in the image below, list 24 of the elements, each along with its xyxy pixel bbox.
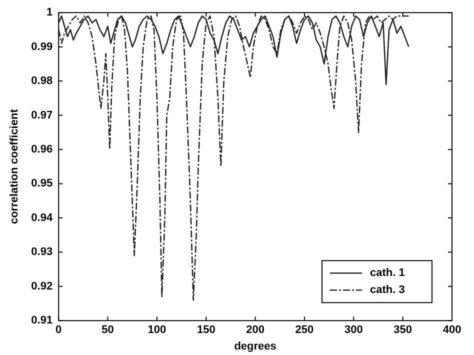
x-tick-label: 200	[246, 324, 264, 336]
legend-label: cath. 3	[370, 284, 405, 296]
y-tick-label: 0.99	[31, 40, 53, 53]
y-axis-title: correlation coefficient	[8, 108, 21, 224]
y-tick-label: 0.95	[31, 178, 53, 190]
y-tick-label: 0.92	[31, 280, 53, 292]
y-tick-label: 0.93	[31, 246, 53, 258]
y-tick-label: 1	[46, 6, 53, 19]
y-tick-label: 0.98	[31, 75, 53, 88]
x-tick-label: 150	[196, 324, 216, 336]
x-tick-label: 400	[442, 324, 462, 336]
x-tick-label: 100	[148, 324, 166, 336]
y-tick-label: 0.91	[31, 314, 53, 327]
y-tick-label: 0.97	[31, 109, 53, 122]
line-series	[58, 15, 410, 301]
x-tick-label: 300	[344, 324, 363, 336]
legend-label: cath. 1	[370, 267, 405, 280]
y-tick-label: 0.96	[31, 144, 53, 156]
x-tick-label: 0	[56, 324, 62, 336]
x-tick-label: 250	[295, 324, 314, 336]
y-tick-label: 0.94	[31, 212, 54, 224]
x-tick-label: 350	[394, 324, 412, 336]
x-tick-label: 50	[102, 324, 114, 336]
x-axis-title: degrees	[234, 340, 276, 352]
